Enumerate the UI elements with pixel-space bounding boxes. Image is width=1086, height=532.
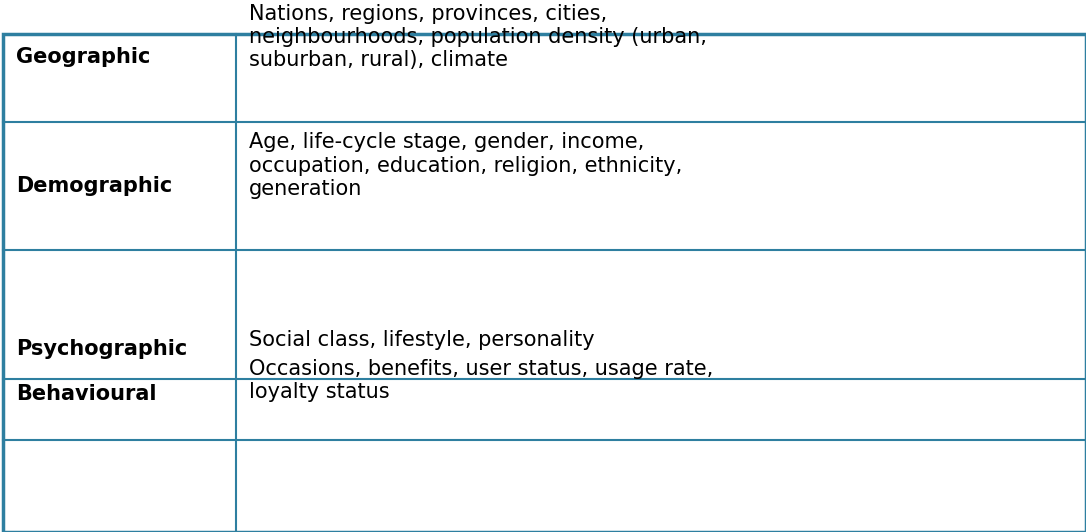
Bar bbox=[3, 319, 1086, 379]
Bar bbox=[3, 348, 1086, 440]
Text: Social class, lifestyle, personality: Social class, lifestyle, personality bbox=[249, 330, 594, 350]
Bar bbox=[3, 0, 1086, 121]
Text: Examples: Examples bbox=[594, 66, 729, 90]
Text: Geographic: Geographic bbox=[16, 47, 151, 67]
Text: Demographic: Demographic bbox=[16, 176, 173, 196]
Text: Segmentation
Variable: Segmentation Variable bbox=[26, 52, 213, 104]
Text: Occasions, benefits, user status, usage rate,
loyalty status: Occasions, benefits, user status, usage … bbox=[249, 359, 714, 402]
Text: Behavioural: Behavioural bbox=[16, 384, 156, 404]
Bar bbox=[3, 121, 1086, 251]
Text: Psychographic: Psychographic bbox=[16, 339, 188, 359]
Text: Nations, regions, provinces, cities,
neighbourhoods, population density (urban,
: Nations, regions, provinces, cities, nei… bbox=[249, 4, 707, 70]
Bar bbox=[3, 35, 1086, 121]
Text: Age, life-cycle stage, gender, income,
occupation, education, religion, ethnicit: Age, life-cycle stage, gender, income, o… bbox=[249, 132, 682, 199]
